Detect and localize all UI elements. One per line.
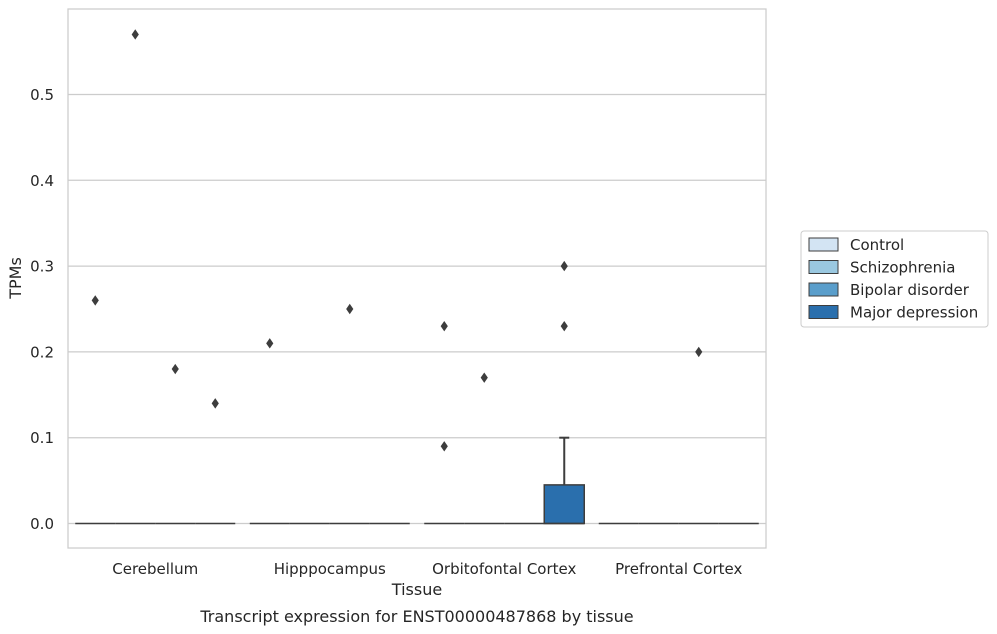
x-tick-label: Hipppocampus (274, 560, 386, 578)
outlier-point (211, 398, 219, 409)
outlier-points (91, 29, 703, 452)
legend-swatch (808, 282, 839, 297)
outlier-point (480, 372, 488, 383)
y-tick-label: 0.1 (30, 429, 54, 447)
legend-frame (800, 230, 989, 328)
legend: Control Schizophrenia Bipolar disorder Majo… (800, 230, 989, 328)
legend-swatch (808, 237, 839, 252)
box-major-depression (543, 436, 585, 525)
legend-label: Major depression (850, 304, 978, 322)
x-tick-label: Cerebellum (112, 560, 198, 578)
legend-label: Schizophrenia (850, 259, 955, 277)
y-tick-label: 0.4 (30, 172, 54, 190)
y-axis-ticks: 0.0 0.1 0.2 0.3 0.4 0.5 (30, 86, 54, 533)
outlier-point (266, 338, 274, 349)
y-tick-label: 0.0 (30, 515, 54, 533)
outlier-point (440, 441, 448, 452)
outlier-point (695, 346, 703, 358)
legend-label: Control (850, 236, 904, 254)
y-tick-label: 0.3 (30, 258, 54, 276)
y-tick-label: 0.2 (30, 343, 54, 361)
outlier-point (560, 260, 568, 272)
outlier-point (131, 29, 139, 40)
y-axis-label: TPMs (6, 257, 25, 300)
x-tick-label: Orbitofontal Cortex (432, 560, 576, 578)
y-tick-label: 0.5 (30, 86, 54, 104)
box-body (543, 484, 585, 525)
outlier-point (440, 320, 448, 332)
x-axis-label: Tissue (391, 580, 442, 599)
gridlines (68, 93, 766, 525)
box-series (75, 436, 759, 525)
outlier-point (346, 303, 354, 315)
outlier-point (560, 320, 568, 332)
x-tick-label: Prefrontal Cortex (615, 560, 742, 578)
outlier-point (91, 295, 99, 306)
legend-swatch (808, 305, 839, 319)
chart-caption: Transcript expression for ENST0000048786… (199, 607, 633, 626)
legend-label: Bipolar disorder (850, 281, 970, 299)
outlier-point (171, 363, 179, 375)
x-axis-ticks: Cerebellum Hipppocampus Orbitofontal Corte… (112, 560, 742, 578)
plot-area-frame (67, 8, 767, 549)
legend-swatch (808, 260, 839, 274)
